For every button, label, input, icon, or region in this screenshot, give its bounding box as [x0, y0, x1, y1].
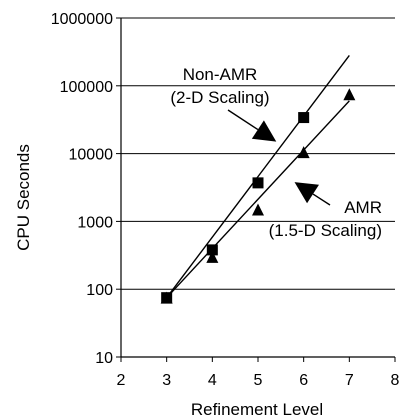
annotation-text: (2-D Scaling): [170, 88, 269, 107]
x-tick-label: 6: [299, 372, 308, 389]
gridlines: [121, 17, 395, 290]
axes: 10 100 1000 10000 100000 1000000 2 3 4 5 6 7 8: [51, 11, 400, 389]
fit-line: [166, 100, 350, 299]
y-axis-title: CPU Seconds: [14, 144, 33, 251]
y-tick-label: 1000: [77, 214, 113, 231]
axis-labels: Refinement Level CPU Seconds: [14, 144, 323, 419]
x-tick-label: 3: [162, 372, 171, 389]
annotation-arrow-shaft: [312, 193, 331, 206]
annotations: Non-AMR (2-D Scaling) AMR (1.5-D Scaling): [170, 65, 382, 240]
data-markers: [160, 88, 356, 304]
triangle-marker: [343, 88, 356, 101]
x-tick-label: 8: [391, 372, 400, 389]
annotation-text: (1.5-D Scaling): [269, 221, 382, 240]
annotation-arrow-head: [294, 182, 319, 204]
square-marker: [252, 177, 264, 189]
fit-line: [166, 55, 350, 299]
x-axis-title: Refinement Level: [191, 400, 323, 419]
y-tick-label: 100: [86, 282, 113, 299]
x-tick-label: 5: [254, 372, 263, 389]
annotation-arrow-shaft: [227, 109, 259, 131]
y-tick-label: 10000: [69, 147, 114, 164]
fit-lines: [166, 55, 350, 299]
annotation-text: AMR: [344, 198, 382, 217]
y-tick-label: 100000: [60, 79, 113, 96]
x-tick-label: 4: [208, 372, 217, 389]
x-tick-label: 2: [117, 372, 126, 389]
square-marker: [298, 112, 310, 124]
triangle-marker: [160, 291, 173, 304]
y-tick-label: 10: [95, 350, 113, 367]
triangle-marker: [297, 146, 310, 159]
annotation-text: Non-AMR: [183, 65, 258, 84]
x-tick-label: 7: [345, 372, 354, 389]
annotation-arrow-head: [251, 120, 277, 142]
triangle-marker: [206, 250, 219, 263]
square-marker: [206, 244, 218, 256]
triangle-marker: [252, 203, 264, 216]
y-tick-label: 1000000: [51, 11, 113, 28]
